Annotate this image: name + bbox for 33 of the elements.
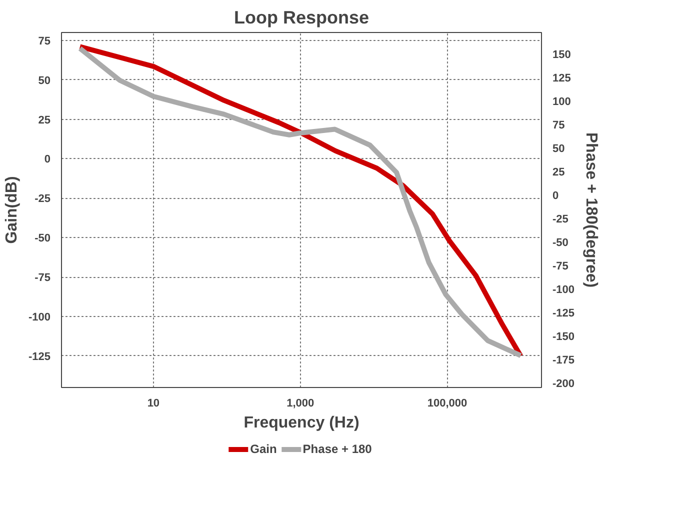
y2-axis-title: Phase + 180(degree): [582, 132, 600, 288]
y-tick-label: -50: [34, 232, 51, 245]
y-tick-label: 75: [38, 35, 51, 48]
y2-tick-label: -100: [552, 284, 575, 296]
x-tick-label: 1,000: [286, 398, 314, 410]
y2-tick-label: 125: [552, 72, 571, 85]
y2-tick-label: -50: [552, 236, 568, 249]
y2-tick-label: -200: [552, 378, 575, 390]
y2-tick-label: -150: [552, 330, 575, 343]
chart-title: Loop Response: [234, 8, 370, 28]
y-tick-label: 25: [38, 114, 51, 126]
y2-tick-label: 50: [552, 143, 565, 156]
y2-tick-label: 25: [552, 166, 565, 178]
y-tick-label: 50: [38, 74, 51, 87]
y2-tick-label: 100: [552, 96, 571, 108]
y2-tick-label: -125: [552, 307, 575, 320]
y2-tick-label: 0: [552, 190, 559, 202]
y2-tick-label: -25: [552, 213, 568, 226]
y-tick-label: -75: [34, 272, 51, 284]
y-tick-label: -125: [28, 350, 51, 363]
y-tick-label: -100: [28, 312, 51, 324]
y2-tick-label: 150: [552, 49, 571, 62]
x-tick-label: 100,000: [427, 398, 468, 410]
y-tick-label: -25: [34, 193, 51, 206]
x-axis-title: Frequency (Hz): [244, 414, 360, 432]
y2-tick-label: -75: [552, 260, 568, 272]
legend-label: Phase + 180: [302, 442, 372, 456]
y-tick-label: 0: [44, 154, 51, 166]
y2-tick-label: -175: [552, 354, 575, 366]
x-tick-label: 10: [147, 398, 160, 410]
y-axis-title: Gain(dB): [3, 176, 20, 244]
y2-tick-label: 75: [552, 120, 565, 132]
legend-label: Gain: [250, 442, 277, 456]
